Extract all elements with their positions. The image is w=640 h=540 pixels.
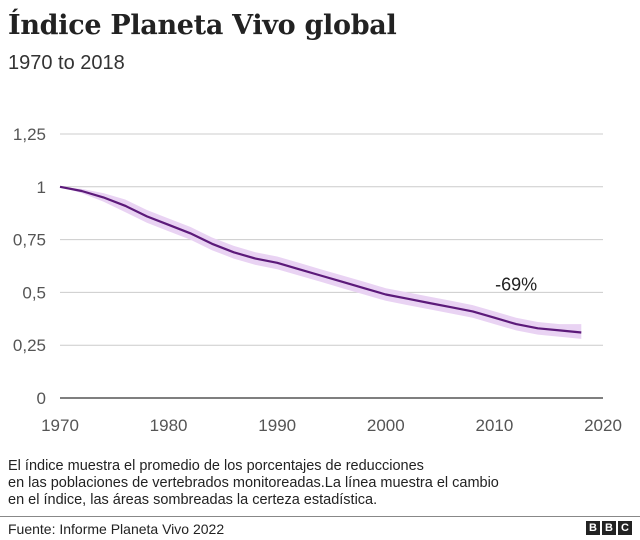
logo-letter: C (618, 521, 632, 535)
confidence-band (60, 186, 582, 339)
y-tick-label: 1 (37, 178, 46, 197)
x-tick-label: 1980 (150, 416, 188, 435)
note-line: en las poblaciones de vertebrados monito… (8, 475, 499, 491)
x-tick-label: 2000 (367, 416, 405, 435)
y-tick-label: 0,5 (22, 283, 46, 302)
chart-note: El índice muestra el promedio de los por… (8, 458, 548, 509)
note-line: en el índice, las áreas sombreadas la ce… (8, 492, 378, 508)
change-annotation: -69% (495, 274, 537, 294)
x-tick-label: 1970 (41, 416, 79, 435)
y-tick-label: 0 (37, 389, 46, 408)
note-line: El índice muestra el promedio de los por… (8, 458, 424, 474)
y-tick-label: 0,25 (13, 336, 46, 355)
x-tick-label: 2020 (584, 416, 622, 435)
x-axis-ticks: 1970 1980 1990 2000 2010 2020 (41, 416, 622, 435)
logo-letter: B (602, 521, 616, 535)
y-tick-label: 0,75 (13, 231, 46, 250)
chart-subtitle: 1970 to 2018 (8, 52, 125, 74)
footer-divider (0, 516, 640, 517)
bbc-logo: B B C (586, 521, 632, 535)
index-line (59, 185, 582, 334)
x-tick-label: 2010 (475, 416, 513, 435)
source-credit: Fuente: Informe Planeta Vivo 2022 (8, 521, 225, 537)
line-chart: 0 0,25 0,5 0,75 1 1,25 1970 1980 1990 2000 2010 20… (13, 125, 622, 435)
chart-title: Índice Planeta Vivo global (8, 10, 397, 41)
y-axis-ticks: 0 0,25 0,5 0,75 1 1,25 (13, 125, 46, 408)
logo-letter: B (586, 521, 600, 535)
y-tick-label: 1,25 (13, 125, 46, 144)
x-tick-label: 1990 (258, 416, 296, 435)
grid-lines (60, 133, 603, 346)
